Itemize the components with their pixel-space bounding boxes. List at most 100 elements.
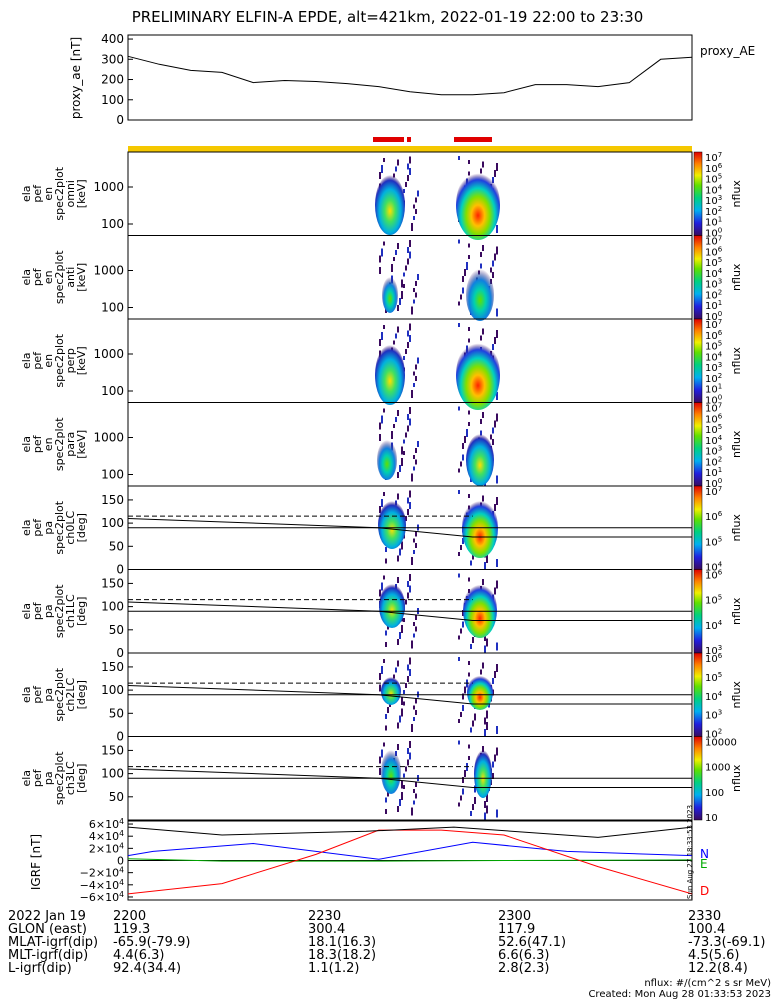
- colorbar-label: nflux: [730, 597, 743, 625]
- noise-pixel: [379, 756, 381, 764]
- colorbar-tick-label: 102: [705, 728, 722, 741]
- noise-pixel: [462, 621, 464, 628]
- panel-tick-label: 100: [101, 384, 124, 398]
- colorbar-tick-label: 107: [705, 402, 722, 415]
- noise-pixel: [492, 272, 494, 278]
- noise-pixel: [393, 340, 395, 345]
- plot-timestamp: Sun Aug 27 18:33:53 2023: [686, 805, 694, 899]
- panel-ylabel: anti: [64, 267, 77, 288]
- colorbar: [693, 485, 703, 570]
- colorbar-tick-label: 100: [705, 788, 724, 799]
- flux-blob: [463, 582, 497, 638]
- noise-pixel: [496, 413, 498, 422]
- noise-pixel: [405, 683, 407, 688]
- footer-row-value: 2230: [308, 909, 342, 924]
- noise-pixel: [409, 407, 411, 414]
- noise-pixel: [458, 468, 460, 473]
- panel-ylabel: pef: [31, 768, 44, 787]
- noise-pixel: [496, 497, 498, 505]
- noise-pixel: [379, 255, 381, 263]
- panel-tick-label: 0: [116, 730, 124, 744]
- noise-pixel: [470, 811, 472, 816]
- noise-pixel: [395, 667, 397, 673]
- noise-pixel: [486, 794, 488, 802]
- colorbar-tick-label: 100: [705, 477, 722, 490]
- noise-pixel: [383, 158, 385, 162]
- noise-pixel: [407, 509, 409, 515]
- colorbar-tick-label: 106: [705, 652, 723, 665]
- colorbar-label: nflux: [730, 681, 743, 709]
- panel-tick-label: 150: [101, 743, 124, 757]
- noise-pixel: [482, 746, 484, 752]
- spectrogram-panel-4: [127, 402, 703, 487]
- noise-pixel: [458, 490, 460, 494]
- noise-pixel: [462, 777, 464, 783]
- noise-pixel: [385, 547, 387, 552]
- noise-pixel: [409, 418, 411, 426]
- noise-pixel: [494, 671, 496, 678]
- noise-pixel: [385, 809, 387, 814]
- colorbar-tick-label: 105: [705, 535, 722, 548]
- panel-ylabel: [keV]: [75, 346, 88, 375]
- noise-pixel: [458, 301, 460, 306]
- noise-pixel: [462, 454, 464, 461]
- noise-pixel: [474, 713, 476, 721]
- noise-pixel: [385, 642, 387, 647]
- noise-pixel: [407, 175, 409, 181]
- panel-tick-label: 50: [109, 539, 124, 553]
- colorbar-tick-label: 101: [705, 383, 722, 396]
- noise-pixel: [397, 243, 399, 249]
- noise-pixel: [391, 431, 393, 439]
- noise-pixel: [379, 339, 381, 346]
- noise-pixel: [496, 246, 498, 255]
- footer-row-value: 1.1(1.2): [308, 961, 360, 976]
- loss-cone-line: [127, 768, 692, 789]
- noise-pixel: [468, 672, 470, 677]
- noise-pixel: [460, 294, 462, 300]
- footer-row-label: L-igrf(dip): [8, 961, 72, 976]
- noise-pixel: [492, 427, 494, 434]
- colorbar-tick-label: 106: [705, 329, 723, 342]
- noise-pixel: [468, 756, 470, 760]
- colorbar-tick-label: 103: [705, 709, 722, 722]
- panel-tick-label: 150: [101, 576, 124, 590]
- panel-tick-label: 150: [101, 493, 124, 507]
- bfield-legend-E: E: [700, 857, 708, 871]
- noise-pixel: [462, 610, 464, 616]
- noise-pixel: [496, 747, 498, 756]
- bfield-tick-label: −2×104: [80, 866, 124, 880]
- panel-ylabel: pa: [42, 688, 55, 702]
- colorbar: [693, 235, 703, 320]
- colorbar-tick-label: 103: [705, 445, 722, 458]
- noise-pixel: [401, 279, 403, 288]
- noise-pixel: [415, 364, 417, 370]
- footer-row-value: 300.4: [308, 922, 346, 937]
- noise-pixel: [464, 436, 466, 443]
- colorbar: [693, 652, 703, 737]
- noise-pixel: [413, 466, 415, 471]
- noise-pixel: [381, 582, 383, 591]
- noise-pixel: [379, 172, 381, 179]
- footer-row-label: MLAT-igrf(dip): [8, 935, 99, 950]
- noise-pixel: [407, 163, 409, 170]
- loss-cone-line: [127, 517, 692, 538]
- noise-pixel: [468, 744, 470, 749]
- noise-pixel: [492, 773, 494, 779]
- noise-pixel: [397, 410, 399, 416]
- footer-row-label: GLON (east): [8, 922, 87, 937]
- noise-pixel: [381, 332, 383, 340]
- noise-pixel: [411, 473, 413, 482]
- noise-pixel: [397, 639, 399, 645]
- colorbar-tick-label: 107: [705, 485, 722, 498]
- noise-pixel: [492, 344, 494, 350]
- noise-pixel: [399, 715, 401, 723]
- noise-pixel: [403, 439, 405, 444]
- footer-row-value: 2200: [113, 909, 147, 924]
- noise-pixel: [480, 430, 482, 436]
- noise-pixel: [480, 252, 482, 257]
- colorbar-tick-label: 100: [705, 394, 722, 407]
- noise-pixel: [462, 276, 464, 282]
- flux-blob: [456, 340, 500, 410]
- panel-ylabel: ela: [20, 352, 33, 369]
